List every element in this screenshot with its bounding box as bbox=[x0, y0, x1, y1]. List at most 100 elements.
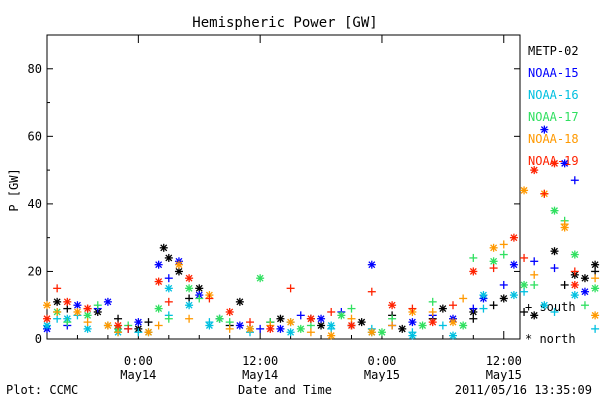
south-point bbox=[489, 301, 498, 310]
plot-timestamp: 2011/05/16 13:35:09 bbox=[455, 383, 592, 397]
north-point bbox=[408, 318, 417, 327]
north-point bbox=[174, 260, 183, 269]
south-point bbox=[530, 280, 539, 289]
north-point bbox=[449, 331, 458, 340]
x-tick-time-label: 0:00 bbox=[124, 354, 153, 368]
south-point bbox=[570, 176, 579, 185]
north-point bbox=[185, 284, 194, 293]
south-point bbox=[530, 257, 539, 266]
north-point bbox=[550, 206, 559, 215]
south-point bbox=[520, 287, 529, 296]
north-point bbox=[520, 186, 529, 195]
north-point bbox=[276, 314, 285, 323]
north-point bbox=[317, 314, 326, 323]
south-point bbox=[469, 304, 478, 313]
north-point bbox=[296, 324, 305, 333]
south-point bbox=[256, 324, 265, 333]
north-point bbox=[560, 159, 569, 168]
south-point bbox=[520, 253, 529, 262]
south-point bbox=[144, 318, 153, 327]
north-point bbox=[246, 324, 255, 333]
north-point bbox=[388, 301, 397, 310]
south-point bbox=[185, 294, 194, 303]
legend-north: * north bbox=[525, 332, 576, 346]
x-tick-date-label: May15 bbox=[486, 368, 522, 382]
legend-item-noaa-17: NOAA-17 bbox=[528, 110, 579, 124]
north-point bbox=[103, 321, 112, 330]
north-point bbox=[63, 297, 72, 306]
south-point bbox=[499, 240, 508, 249]
legend-item-noaa-16: NOAA-16 bbox=[528, 88, 579, 102]
south-point bbox=[286, 284, 295, 293]
north-point bbox=[449, 318, 458, 327]
y-tick-label: 20 bbox=[28, 264, 42, 278]
north-point bbox=[174, 267, 183, 276]
north-point bbox=[144, 328, 153, 337]
south-point bbox=[63, 304, 72, 313]
y-tick-label: 40 bbox=[28, 197, 42, 211]
north-point bbox=[286, 328, 295, 337]
north-point bbox=[580, 274, 589, 283]
south-point bbox=[560, 280, 569, 289]
north-point bbox=[489, 243, 498, 252]
south-point bbox=[195, 294, 204, 303]
x-tick-date-label: May14 bbox=[120, 368, 156, 382]
north-point bbox=[591, 260, 600, 269]
north-point bbox=[83, 311, 92, 320]
chart-title: Hemispheric Power [GW] bbox=[192, 15, 377, 31]
north-point bbox=[266, 324, 275, 333]
south-point bbox=[185, 314, 194, 323]
north-point bbox=[428, 318, 437, 327]
north-point bbox=[509, 233, 518, 242]
north-point bbox=[73, 301, 82, 310]
south-point bbox=[114, 328, 123, 337]
north-point bbox=[205, 321, 214, 330]
south-point bbox=[154, 321, 163, 330]
north-point bbox=[509, 260, 518, 269]
south-point bbox=[53, 284, 62, 293]
south-point bbox=[306, 321, 315, 330]
north-point bbox=[103, 297, 112, 306]
south-point bbox=[164, 297, 173, 306]
north-point bbox=[367, 260, 376, 269]
north-point bbox=[540, 301, 549, 310]
north-point bbox=[499, 294, 508, 303]
south-point bbox=[479, 304, 488, 313]
north-point bbox=[256, 274, 265, 283]
south-point bbox=[550, 307, 559, 316]
north-point bbox=[479, 291, 488, 300]
south-point bbox=[428, 307, 437, 316]
south-point bbox=[347, 314, 356, 323]
north-point bbox=[550, 247, 559, 256]
north-point bbox=[459, 321, 468, 330]
south-point bbox=[306, 328, 315, 337]
south-point bbox=[164, 274, 173, 283]
north-point bbox=[591, 284, 600, 293]
x-tick-date-label: May15 bbox=[364, 368, 400, 382]
north-point bbox=[195, 284, 204, 293]
north-point bbox=[73, 307, 82, 316]
south-point bbox=[469, 253, 478, 262]
south-point bbox=[93, 301, 102, 310]
north-point bbox=[154, 304, 163, 313]
north-point bbox=[530, 311, 539, 320]
north-point bbox=[408, 331, 417, 340]
north-point bbox=[550, 159, 559, 168]
south-point bbox=[469, 314, 478, 323]
south-point bbox=[367, 287, 376, 296]
south-point bbox=[408, 304, 417, 313]
south-point bbox=[530, 270, 539, 279]
north-point bbox=[114, 321, 123, 330]
south-point bbox=[205, 294, 214, 303]
x-tick-date-label: May14 bbox=[242, 368, 278, 382]
x-axis-ticks: 0:00May1412:00May140:00May1512:00May150:… bbox=[46, 35, 522, 382]
north-point bbox=[377, 328, 386, 337]
north-point bbox=[43, 321, 51, 330]
north-point bbox=[367, 328, 376, 337]
legend-item-noaa-18: NOAA-18 bbox=[528, 132, 579, 146]
north-point bbox=[418, 321, 427, 330]
north-point bbox=[591, 311, 600, 320]
south-point bbox=[428, 297, 437, 306]
south-point bbox=[164, 314, 173, 323]
north-point bbox=[347, 321, 356, 330]
